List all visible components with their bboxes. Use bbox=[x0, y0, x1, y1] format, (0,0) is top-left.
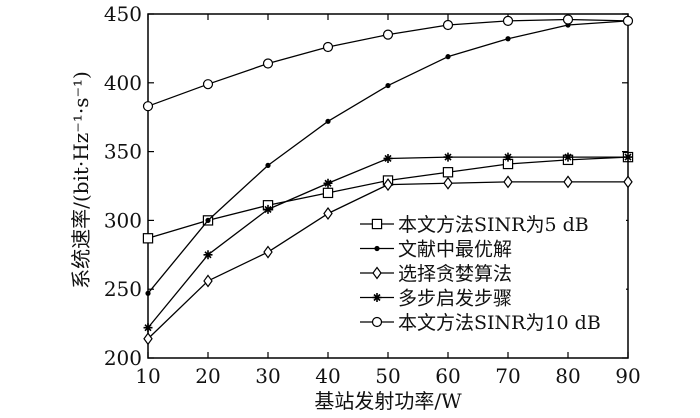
y-tick-label: 450 bbox=[104, 2, 142, 26]
data-point bbox=[442, 19, 454, 31]
legend-marker bbox=[374, 245, 380, 252]
legend-item: 本文方法SINR为5 dB bbox=[360, 214, 589, 236]
data-point bbox=[203, 250, 213, 260]
data-point bbox=[563, 152, 573, 162]
x-tick-label: 20 bbox=[195, 364, 220, 388]
data-point bbox=[562, 14, 574, 25]
x-tick-label: 70 bbox=[495, 364, 520, 388]
data-point bbox=[382, 29, 394, 40]
legend-marker bbox=[372, 293, 382, 302]
x-axis-label: 基站发射功率/W bbox=[314, 389, 462, 413]
data-point bbox=[143, 332, 153, 346]
data-point bbox=[505, 36, 511, 42]
x-tick-label: 30 bbox=[255, 364, 280, 388]
data-point bbox=[202, 79, 214, 90]
x-tick-label: 50 bbox=[375, 364, 400, 388]
legend-label: 文献中最优解 bbox=[398, 239, 512, 261]
y-tick-label: 200 bbox=[104, 346, 142, 370]
data-point bbox=[323, 206, 333, 221]
data-point bbox=[322, 41, 334, 53]
legend-item: 多步启发步骤 bbox=[360, 288, 512, 310]
data-point bbox=[503, 175, 513, 189]
data-point bbox=[143, 323, 153, 333]
data-point bbox=[265, 162, 271, 168]
legend-label: 选择贪婪算法 bbox=[398, 263, 512, 285]
legend-item: 选择贪婪算法 bbox=[360, 263, 512, 285]
y-tick-label: 250 bbox=[104, 277, 142, 301]
x-tick-label: 80 bbox=[555, 364, 580, 388]
legend-marker bbox=[372, 266, 382, 280]
legend: 本文方法SINR为5 dB 文献中最优解选择贪婪算法多步启发步骤本文方法SINR为… bbox=[358, 201, 626, 339]
y-tick-label: 400 bbox=[104, 71, 142, 95]
legend-item: 文献中最优解 bbox=[360, 239, 512, 261]
data-point bbox=[443, 152, 453, 162]
data-point bbox=[263, 204, 273, 214]
legend-label: 本文方法SINR为5 dB bbox=[398, 214, 589, 236]
data-point bbox=[443, 176, 453, 190]
legend-marker bbox=[371, 218, 383, 230]
y-axis-ticks: 200 250 300 350 400 450 bbox=[104, 2, 628, 370]
legend-marker bbox=[371, 316, 383, 328]
data-point bbox=[563, 175, 573, 189]
data-point bbox=[203, 274, 213, 288]
x-tick-label: 10 bbox=[135, 364, 160, 388]
data-point bbox=[503, 152, 513, 162]
data-point bbox=[383, 178, 393, 192]
data-point bbox=[263, 245, 273, 259]
legend-label: 本文方法SINR为10 dB bbox=[398, 312, 601, 334]
data-point bbox=[322, 187, 334, 199]
x-tick-label: 60 bbox=[435, 364, 460, 388]
legend-box bbox=[358, 201, 626, 339]
y-axis-label: 系统速率/(bit·Hz⁻¹·s⁻¹) bbox=[69, 71, 93, 289]
y-tick-label: 350 bbox=[104, 140, 142, 164]
data-point bbox=[142, 233, 154, 244]
series-5 bbox=[142, 14, 634, 112]
data-point bbox=[205, 217, 211, 223]
legend-item: 本文方法SINR为10 dB bbox=[360, 312, 601, 334]
data-point bbox=[385, 82, 391, 89]
x-tick-label: 90 bbox=[615, 364, 640, 388]
data-point bbox=[323, 178, 333, 188]
data-point bbox=[623, 152, 633, 162]
data-point bbox=[325, 118, 331, 124]
data-point bbox=[442, 167, 454, 178]
data-point bbox=[142, 101, 154, 112]
data-point bbox=[502, 15, 514, 26]
data-point bbox=[262, 58, 274, 69]
data-point bbox=[445, 54, 451, 60]
x-axis-ticks: 10 20 30 40 50 60 70 80 90 bbox=[135, 14, 641, 388]
legend-label: 多步启发步骤 bbox=[398, 288, 512, 310]
y-tick-label: 300 bbox=[104, 208, 142, 232]
data-point bbox=[623, 175, 633, 189]
series-3 bbox=[143, 175, 633, 346]
data-point bbox=[383, 153, 393, 163]
data-point bbox=[622, 15, 634, 26]
series-2 bbox=[145, 18, 631, 296]
series-4 bbox=[143, 152, 633, 333]
data-point bbox=[145, 290, 151, 296]
x-tick-label: 40 bbox=[315, 364, 340, 388]
series-layer bbox=[142, 14, 634, 346]
